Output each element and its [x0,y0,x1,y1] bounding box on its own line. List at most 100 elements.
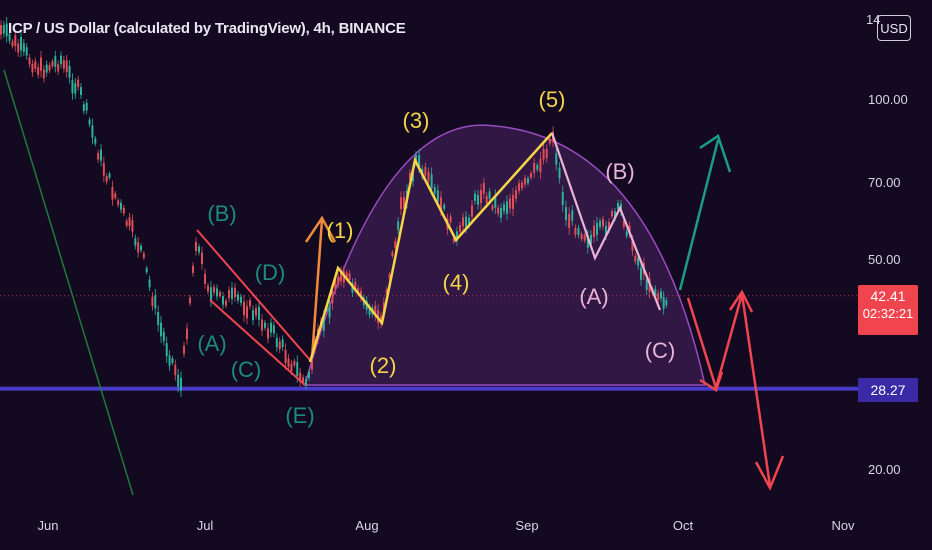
wave-label-2: (2) [369,353,397,378]
candle-body [192,265,194,273]
candle-body [527,178,529,184]
candle-body [397,221,400,230]
candle-body [28,57,31,65]
candle-body [125,220,128,226]
candle-body [555,153,558,165]
candle-body [246,306,248,319]
candle-body [186,328,188,340]
candle-body [31,63,34,73]
candle-body [545,148,548,159]
candle-body [388,274,391,279]
candle-body [287,358,290,367]
current-price-label: 42.41 02:32:21 [858,285,918,335]
bear-arrowhead-3 [754,455,785,491]
bear-scenario-path [686,293,772,487]
candle-body [462,217,464,227]
candle-body [665,300,668,306]
candle-body [219,291,221,297]
downtrend-line [3,69,134,496]
candle-body [662,297,665,309]
candle-body [345,272,348,278]
candle-body [240,296,242,304]
candle-body [0,25,2,35]
candle-body [599,221,601,228]
candle-body [640,267,642,280]
candle-body [657,293,660,301]
candle-body [165,343,168,357]
wave1-orange-arrow [310,219,324,359]
candle-body [548,138,551,144]
candle-body [561,191,564,206]
wedge-lower-line [209,299,306,386]
candle-body [571,210,574,221]
wave-label-tri-d: (D) [254,260,286,285]
candle-body [275,337,278,348]
wave-label-corr-a: (A) [579,284,609,309]
candle-body [593,225,595,237]
wave-label-1: (1) [326,218,354,243]
candle-body [602,219,604,227]
candle-body [403,196,405,209]
candle-body [88,119,91,125]
wave-label-tri-c: (C) [230,357,262,382]
candle-body [468,217,470,225]
candle-body [471,205,473,217]
candle-body [131,220,134,232]
chart-title: ICP / US Dollar (calculated by TradingVi… [8,20,406,37]
candle-body [409,172,411,180]
candle-body [494,195,497,208]
candle-body [660,291,662,299]
candle-body [204,273,206,284]
candle-body [74,83,77,94]
candle-body [120,202,122,210]
candle-body [157,312,160,326]
candle-body [391,252,394,257]
candle-body [565,207,567,220]
candle-body [91,125,94,138]
wedge-upper-line [196,229,311,361]
candle-body [228,290,230,299]
candle-body [634,255,637,262]
currency-badge[interactable]: USD [877,15,911,41]
candle-body [111,186,114,200]
candle-body [497,207,500,214]
candle-body [5,23,8,37]
candle-body [360,290,362,299]
candle-body [249,300,251,307]
candle-body [485,196,488,204]
candle-body [394,240,397,249]
candle-body [171,358,174,363]
candle-body [77,79,80,87]
candle-body [480,190,482,204]
candle-body [8,33,11,41]
candle-body [2,25,5,34]
price-tick-50: 50.00 [868,252,901,267]
candle-body [583,235,586,241]
candle-body [45,64,48,73]
support-price-label: 28.27 [858,378,918,402]
candle-body [440,197,442,210]
wave1-orange-arrowhead [304,215,337,243]
candle-body [160,322,162,337]
candle-body [114,193,117,198]
candle-body [524,177,526,185]
candle-body [100,149,102,161]
candle-body [586,235,589,248]
candle-body [533,162,536,173]
candle-body [270,322,272,333]
candle-body [37,67,40,75]
candle-body [117,200,120,206]
candle-body [374,305,377,316]
candle-body [474,193,476,201]
candle-body [299,372,302,383]
support-line [0,386,858,391]
candle-body [385,289,388,295]
candle-body [506,201,508,214]
candle-body [418,155,421,167]
candle-body [128,217,131,227]
bull-scenario-arrow [678,139,720,291]
candle-body [105,176,108,182]
bull-scenario-arrowhead [699,134,732,173]
